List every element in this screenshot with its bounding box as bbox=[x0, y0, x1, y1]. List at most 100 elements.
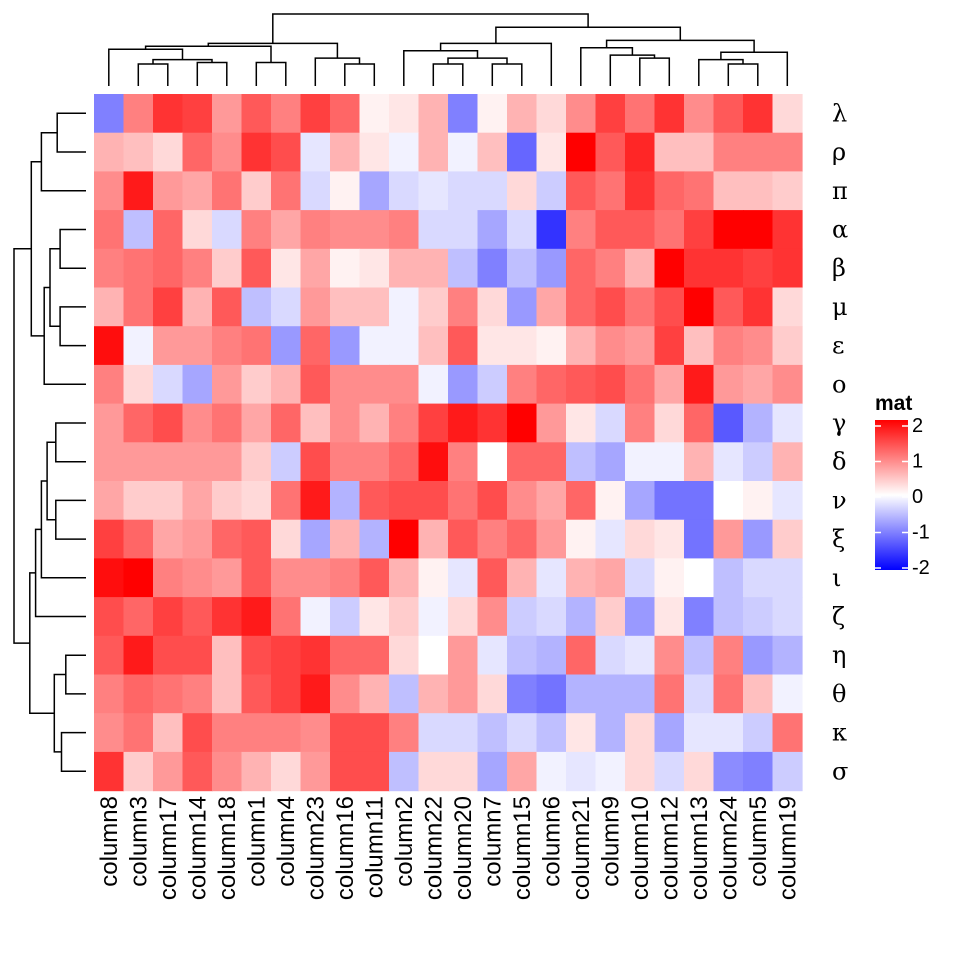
heatmap-cell bbox=[536, 713, 567, 753]
heatmap-cell bbox=[123, 442, 154, 482]
heatmap-cell bbox=[536, 519, 567, 559]
heatmap-cell bbox=[713, 442, 744, 482]
heatmap-cell bbox=[182, 171, 213, 211]
heatmap-cell bbox=[418, 558, 449, 598]
heatmap-cell bbox=[330, 94, 361, 134]
heatmap-cell bbox=[153, 481, 184, 521]
heatmap-cell bbox=[566, 326, 597, 366]
heatmap-cell bbox=[300, 94, 331, 134]
heatmap-cell bbox=[507, 751, 538, 792]
row-dendrogram-branch bbox=[53, 673, 66, 753]
heatmap-cell bbox=[300, 248, 331, 289]
heatmap-cell bbox=[271, 364, 302, 405]
heatmap-cell bbox=[448, 674, 479, 714]
heatmap-cell bbox=[123, 674, 154, 714]
row-dendrogram-branch bbox=[29, 572, 55, 714]
heatmap-cell bbox=[536, 674, 567, 714]
heatmap-cell bbox=[448, 248, 479, 289]
heatmap-cell bbox=[684, 94, 715, 134]
heatmap-cell bbox=[507, 713, 538, 753]
row-label: β bbox=[832, 254, 846, 282]
heatmap-cell bbox=[123, 635, 154, 676]
row-label: ξ bbox=[832, 525, 845, 553]
heatmap-cell bbox=[359, 597, 390, 637]
heatmap-cell bbox=[300, 597, 331, 637]
row-label: δ bbox=[832, 448, 846, 476]
heatmap-cell bbox=[595, 287, 626, 327]
heatmap-cell bbox=[477, 326, 508, 366]
heatmap-cell bbox=[123, 597, 154, 637]
row-dendrogram-branch bbox=[30, 160, 45, 337]
heatmap-cell bbox=[595, 94, 626, 134]
heatmap-cell bbox=[566, 519, 597, 559]
heatmap-cell bbox=[330, 132, 361, 172]
heatmap-cell bbox=[448, 713, 479, 753]
column-dendrogram bbox=[108, 13, 789, 86]
heatmap-cell bbox=[182, 364, 213, 405]
heatmap-cell bbox=[389, 481, 420, 521]
heatmap-cell bbox=[595, 713, 626, 753]
heatmap-cell bbox=[566, 751, 597, 792]
heatmap-cell bbox=[713, 674, 744, 714]
heatmap-cell bbox=[418, 132, 449, 172]
heatmap-cell bbox=[182, 94, 213, 134]
row-label: π bbox=[832, 177, 848, 205]
heatmap-cell bbox=[743, 326, 774, 366]
heatmap-cell bbox=[94, 326, 125, 366]
heatmap-cell bbox=[212, 132, 243, 172]
heatmap-cell bbox=[743, 674, 774, 714]
heatmap-cell bbox=[654, 713, 685, 753]
heatmap-cell bbox=[713, 210, 744, 250]
heatmap-cell bbox=[300, 481, 331, 521]
heatmap-cell bbox=[94, 132, 125, 172]
heatmap-cell bbox=[743, 171, 774, 211]
heatmap-cell bbox=[625, 442, 656, 482]
heatmap-cell bbox=[507, 287, 538, 327]
heatmap-cell bbox=[654, 597, 685, 637]
heatmap-cell bbox=[507, 248, 538, 289]
heatmap-cell bbox=[684, 751, 715, 792]
heatmap-cell bbox=[212, 558, 243, 598]
heatmap-cell bbox=[713, 558, 744, 598]
heatmap-cell bbox=[153, 635, 184, 676]
heatmap-cell bbox=[271, 403, 302, 443]
heatmap-cell bbox=[271, 519, 302, 559]
heatmap-cell bbox=[418, 364, 449, 405]
column-label: column1 bbox=[243, 796, 270, 887]
heatmap-cell bbox=[507, 326, 538, 366]
heatmap-cell bbox=[684, 248, 715, 289]
row-label: θ bbox=[832, 680, 846, 708]
heatmap-cell bbox=[772, 210, 803, 250]
heatmap-cell bbox=[772, 171, 803, 211]
column-dendrogram-branch bbox=[314, 57, 361, 86]
heatmap-cell bbox=[713, 94, 744, 134]
heatmap-cell bbox=[330, 326, 361, 366]
heatmap-cell bbox=[536, 210, 567, 250]
heatmap-cell bbox=[566, 364, 597, 405]
heatmap-cell bbox=[595, 558, 626, 598]
heatmap-cell bbox=[713, 171, 744, 211]
heatmap-cell bbox=[625, 210, 656, 250]
heatmap-cell bbox=[625, 635, 656, 676]
column-label: column15 bbox=[509, 796, 536, 900]
heatmap-cell bbox=[743, 442, 774, 482]
heatmap-cell bbox=[566, 248, 597, 289]
heatmap-cell bbox=[743, 364, 774, 405]
column-labels: column8 column3 column17 column14 column18 co… bbox=[96, 796, 802, 900]
column-label: column12 bbox=[656, 796, 683, 900]
row-label: ζ bbox=[832, 602, 845, 630]
column-label: column9 bbox=[597, 796, 624, 887]
heatmap-cell bbox=[241, 751, 272, 792]
legend-ticks: 2 1 0 -1 -2 bbox=[875, 415, 930, 579]
heatmap-cell bbox=[359, 326, 390, 366]
heatmap-cell bbox=[389, 287, 420, 327]
heatmap-cell bbox=[595, 171, 626, 211]
heatmap-cell bbox=[153, 674, 184, 714]
column-label: column21 bbox=[568, 796, 595, 900]
heatmap-cell bbox=[94, 403, 125, 443]
heatmap-cell bbox=[507, 442, 538, 482]
heatmap-cell bbox=[654, 635, 685, 676]
column-label: column4 bbox=[273, 796, 300, 887]
heatmap-cell bbox=[123, 94, 154, 134]
heatmap-cell bbox=[477, 519, 508, 559]
